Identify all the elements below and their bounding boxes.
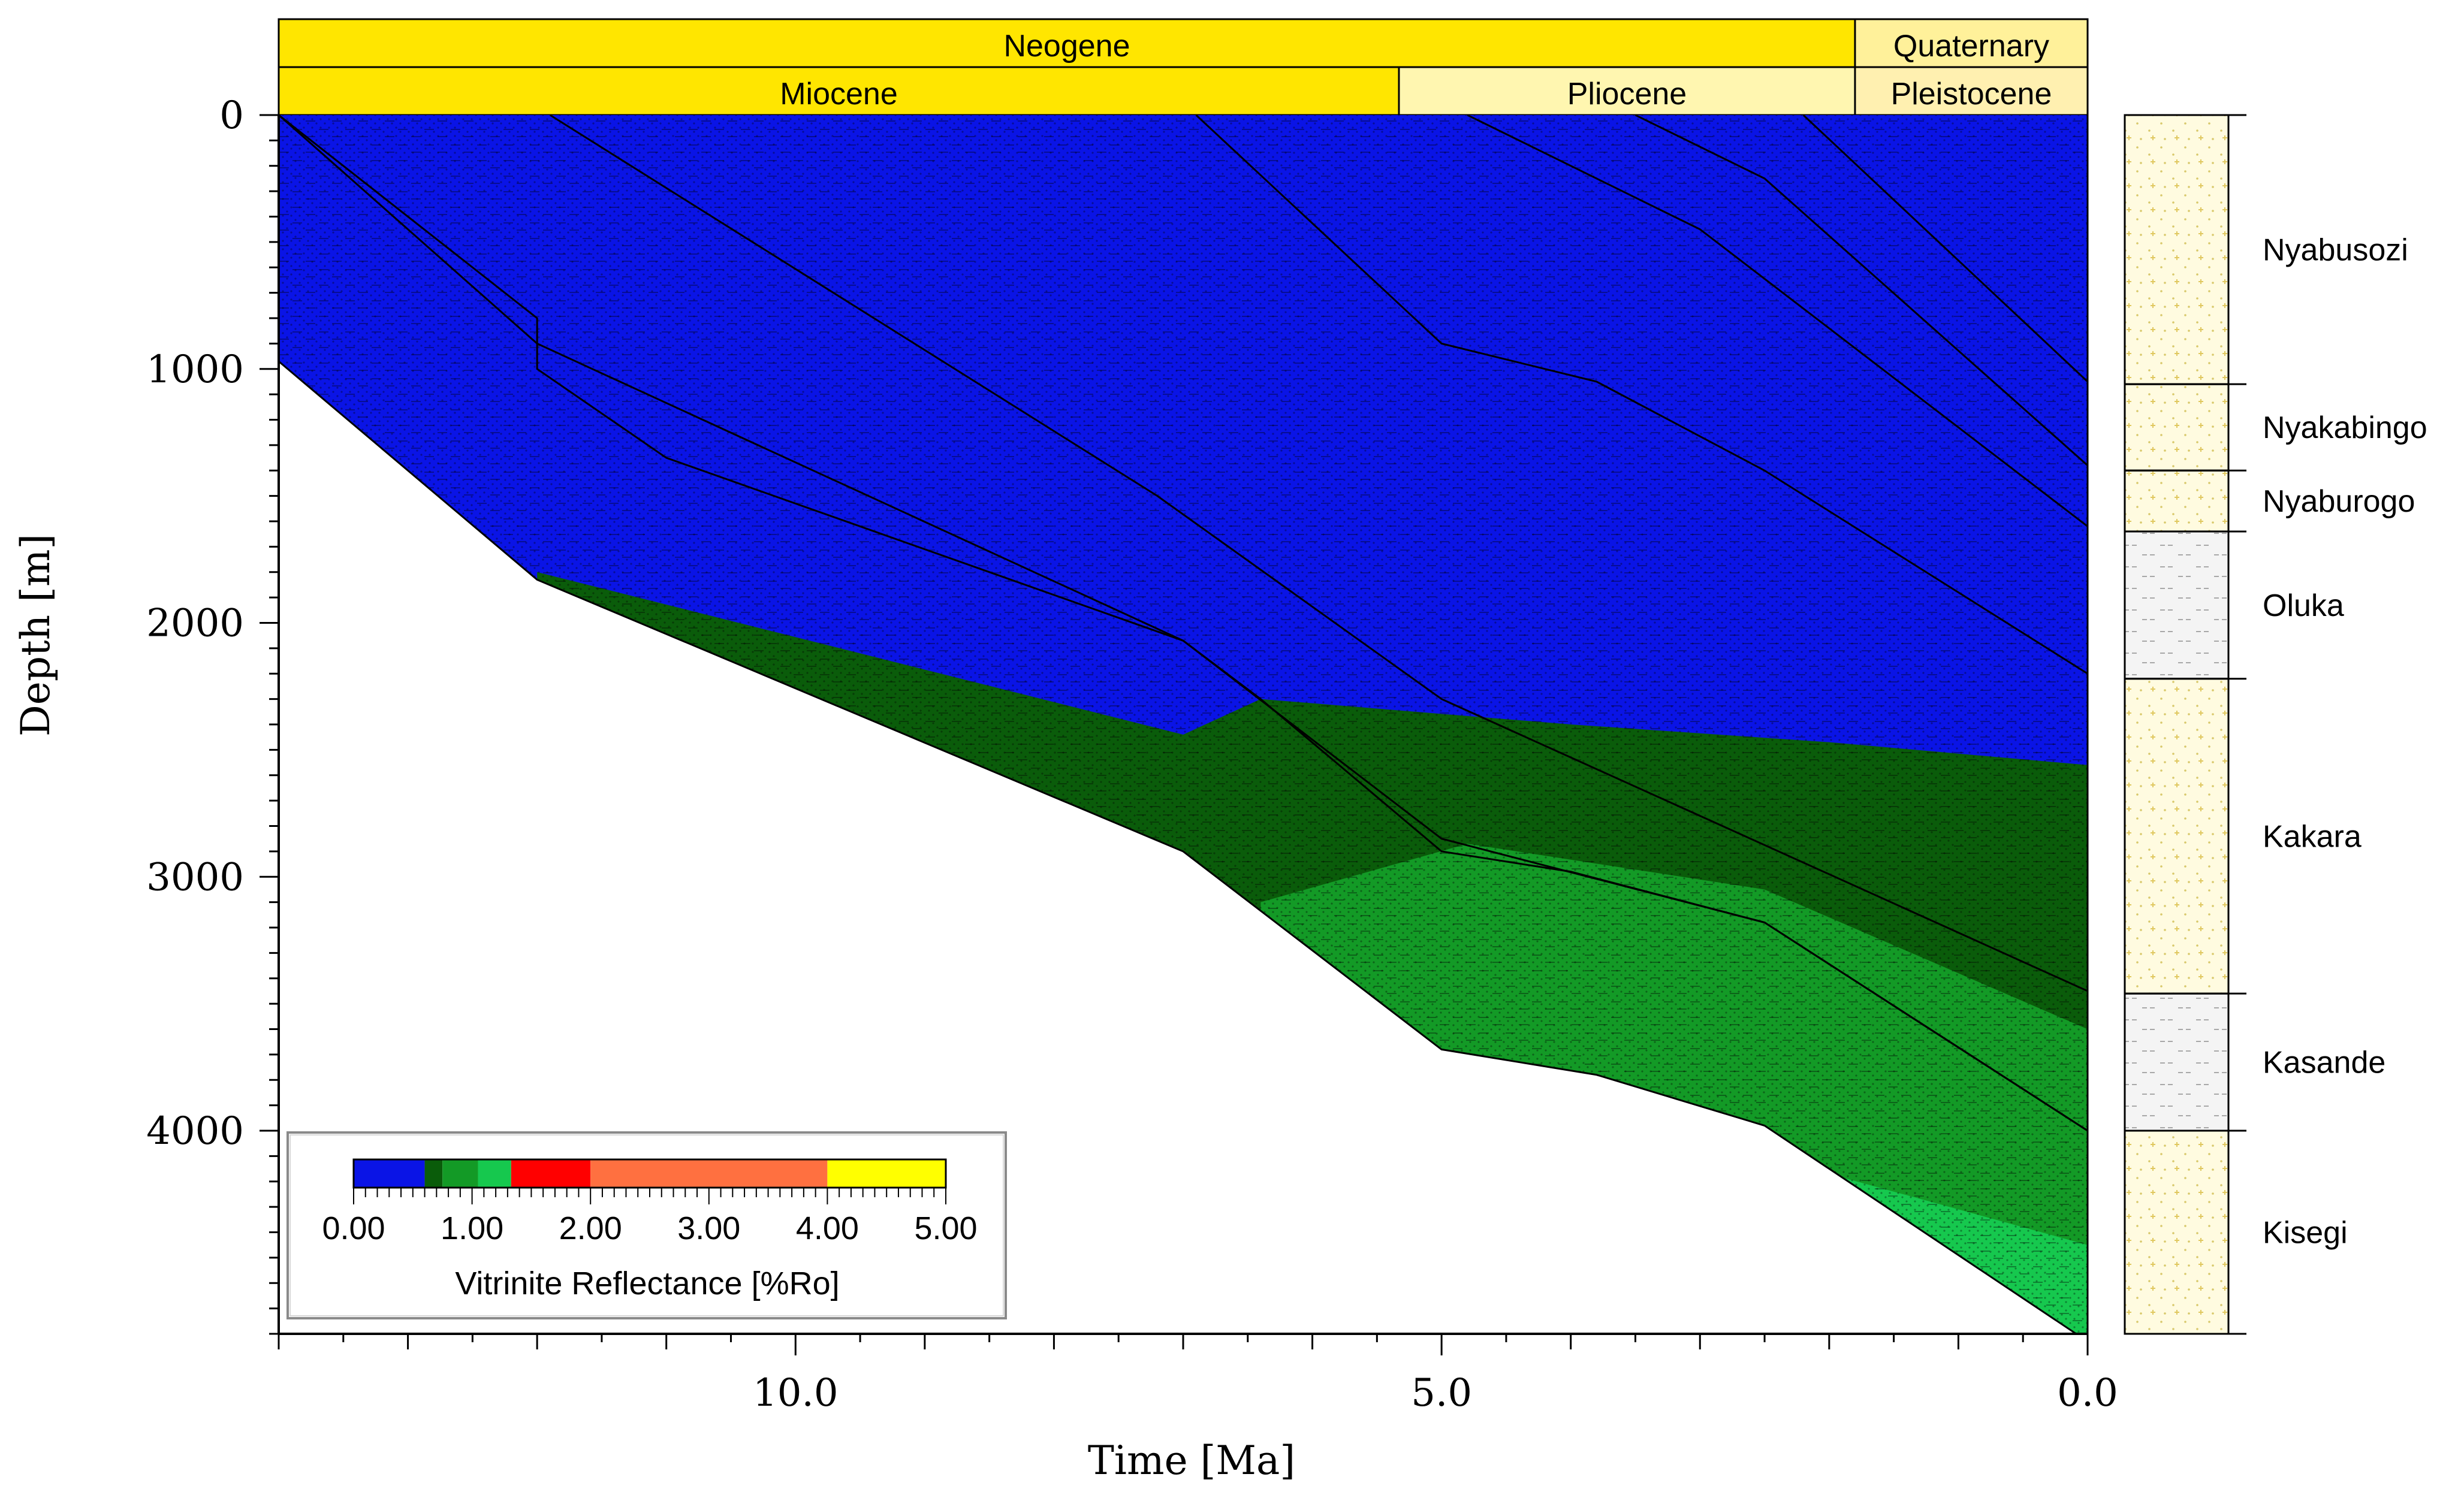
strat-unit — [2124, 1129, 2230, 1335]
x-tick-label: 5.0 — [1411, 1371, 1472, 1415]
legend-tick-label: 2.00 — [559, 1210, 622, 1246]
strat-unit-label: Nyabusozi — [2263, 233, 2408, 268]
strat-unit-label: Oluka — [2263, 588, 2344, 623]
epoch-label: Pliocene — [1567, 77, 1687, 111]
vitrinite-legend: 0.00 1.00 2.00 3.00 4.00 5.00 Vitrinite Refle… — [286, 1131, 1007, 1319]
period-box — [278, 18, 1856, 68]
legend-tick-label: 0.00 — [322, 1210, 385, 1246]
period-label: Quaternary — [1893, 29, 2049, 64]
burial-surfaces — [279, 115, 2088, 1132]
epoch-label: Miocene — [780, 77, 898, 111]
strat-unit — [2124, 530, 2230, 680]
y-tick-label: 3000 — [146, 855, 244, 899]
y-tick-label: 4000 — [146, 1109, 244, 1153]
legend-band — [511, 1159, 591, 1188]
legend-ticks: 0.00 1.00 2.00 3.00 4.00 5.00 — [322, 1188, 978, 1246]
x-tick-label: 0.0 — [2057, 1371, 2118, 1415]
burial-surface-line — [1195, 115, 2088, 675]
strat-unit-label: Nyakabingo — [2263, 410, 2427, 445]
burial-surface-line — [549, 115, 2088, 992]
legend-band — [424, 1159, 443, 1188]
legend-band — [354, 1159, 425, 1188]
sediment-texture — [279, 115, 2088, 1334]
strat-unit-label: Kakara — [2263, 819, 2362, 854]
y-tick-label: 0 — [219, 93, 244, 138]
x-axis-label: Time [Ma] — [1088, 1437, 1295, 1484]
strat-unit — [2124, 678, 2230, 995]
strat-unit — [2124, 383, 2230, 472]
legend-title: Vitrinite Reflectance [%Ro] — [455, 1266, 839, 1301]
legend-tick-label: 5.00 — [914, 1210, 977, 1246]
legend-tick-label: 4.00 — [796, 1210, 859, 1246]
y-tick-label: 1000 — [146, 348, 244, 392]
strat-unit-label: Kisegi — [2263, 1216, 2348, 1251]
epoch-box — [278, 66, 1400, 116]
geologic-timescale: Neogene Quaternary Miocene Pliocene Pleistoc… — [278, 18, 2089, 116]
burial-surface-line — [279, 115, 2088, 1132]
strat-unit-label: Nyaburogo — [2263, 484, 2415, 519]
legend-tick-label: 3.00 — [677, 1210, 740, 1246]
legend-tick-label: 1.00 — [441, 1210, 503, 1246]
legend-band — [478, 1159, 511, 1188]
legend-band — [590, 1159, 828, 1188]
y-axis-label: Depth [m] — [13, 534, 59, 736]
burial-surface-line — [1802, 115, 2088, 383]
strat-unit — [2124, 469, 2230, 533]
burial-surface-line — [1467, 115, 2088, 527]
basement-area — [279, 361, 2088, 1334]
period-label: Neogene — [1003, 29, 1130, 64]
legend-colorbar — [352, 1158, 947, 1189]
legend-band — [827, 1159, 946, 1188]
epoch-label: Pleistocene — [1891, 77, 2052, 111]
x-tick-label: 10.0 — [753, 1371, 839, 1415]
strat-unit — [2124, 114, 2230, 385]
axes: 0 1000 2000 3000 4000 10.0 5.0 0.0 — [146, 93, 2118, 1415]
y-tick-label: 2000 — [146, 602, 244, 646]
strat-unit-label: Kasande — [2263, 1046, 2385, 1080]
basement-line — [279, 360, 2078, 1334]
period-box — [1854, 18, 2089, 68]
strat-unit — [2124, 992, 2230, 1132]
stratigraphic-column: Nyabusozi Nyakabingo Nyaburogo Oluka Kakara K… — [2124, 114, 2427, 1335]
burial-surface-line — [1634, 115, 2088, 466]
legend-band — [442, 1159, 478, 1188]
